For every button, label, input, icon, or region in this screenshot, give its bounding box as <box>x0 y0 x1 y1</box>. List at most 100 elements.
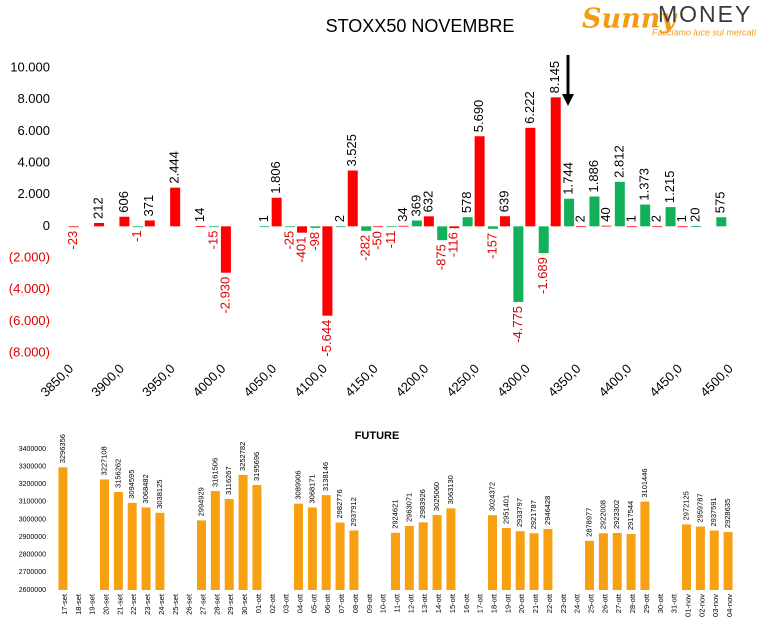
bar <box>652 226 663 228</box>
y-tick-label: 2.000 <box>17 186 50 201</box>
bar <box>437 226 448 241</box>
x-tick-label: 13-ott <box>420 593 429 613</box>
bar <box>373 226 384 228</box>
value-label: 575 <box>713 192 728 214</box>
bar <box>141 507 151 590</box>
bar <box>208 226 219 228</box>
bar <box>132 226 143 228</box>
bar <box>259 226 270 228</box>
x-tick-label: 26-ott <box>600 593 609 613</box>
value-label: 3068482 <box>141 474 150 503</box>
x-tick-label: 11-ott <box>392 593 401 613</box>
x-tick-label: 4450,0 <box>646 361 685 400</box>
bar <box>411 220 422 227</box>
bar <box>297 226 308 233</box>
bar <box>335 522 345 590</box>
x-tick-label: 06-ott <box>323 593 332 613</box>
value-label: 371 <box>141 195 156 217</box>
bar <box>487 226 498 229</box>
bar <box>398 225 409 227</box>
x-tick-label: 17-set <box>60 593 69 615</box>
bar <box>361 226 372 231</box>
x-tick-label: 4500,0 <box>697 361 736 400</box>
bar <box>626 226 637 228</box>
value-label: 1.886 <box>586 160 601 193</box>
bar <box>690 226 701 227</box>
x-tick-label: 22-set <box>129 593 138 615</box>
bar <box>564 198 575 227</box>
value-label: 3161506 <box>210 458 219 487</box>
bar <box>271 197 282 227</box>
x-tick-label: 3850,0 <box>38 361 77 400</box>
value-label: -23 <box>65 231 80 250</box>
y-tick-label: 3400000 <box>19 446 46 453</box>
y-tick-label: 3300000 <box>19 463 46 470</box>
value-label: 2878977 <box>584 508 593 537</box>
x-tick-label: 4350,0 <box>545 361 584 400</box>
x-tick-label: 29-set <box>226 593 235 615</box>
y-tick-label: 3200000 <box>19 481 46 488</box>
x-tick-label: 01-ott <box>254 593 263 613</box>
x-tick-label: 31-ott <box>670 593 679 613</box>
x-tick-label: 01-nov <box>683 594 692 617</box>
x-tick-label: 22-ott <box>545 593 554 613</box>
bar <box>58 467 68 590</box>
bar <box>170 187 181 227</box>
value-label: -282 <box>358 235 373 261</box>
value-label: 2937591 <box>709 497 718 526</box>
value-label: 1 <box>256 215 271 222</box>
logo: Sunny MONEY Facciamo luce sui mercati <box>582 1 757 37</box>
bar <box>386 226 397 228</box>
value-label: 2 <box>573 215 588 222</box>
bar <box>68 226 79 228</box>
value-label: 3156262 <box>113 459 122 488</box>
bar <box>335 226 346 228</box>
x-tick-label: 4300,0 <box>494 361 533 400</box>
value-label: -116 <box>446 232 461 257</box>
value-label: 3063130 <box>446 475 455 504</box>
bar <box>499 216 510 227</box>
bar <box>525 127 536 227</box>
value-label: 3116267 <box>224 466 233 495</box>
value-label: -2.930 <box>217 277 232 314</box>
bar <box>640 204 651 227</box>
y-tick-label: (4.000) <box>9 281 50 296</box>
y-tick-label: 3100000 <box>19 499 46 506</box>
x-tick-label: 4000,0 <box>190 361 229 400</box>
value-label: 2946428 <box>543 496 552 525</box>
x-tick-label: 18-ott <box>489 593 498 613</box>
y-tick-label: 2800000 <box>19 552 46 559</box>
bar <box>501 528 511 590</box>
bar <box>349 530 359 590</box>
value-label: 2921787 <box>529 500 538 529</box>
value-label: 632 <box>420 191 435 213</box>
value-label: -157 <box>484 233 499 259</box>
x-tick-label: 25-set <box>171 593 180 615</box>
y-tick-label: 2900000 <box>19 534 46 541</box>
bar <box>598 533 608 590</box>
value-label: 2928635 <box>723 499 732 528</box>
value-label: 3227108 <box>99 446 108 475</box>
x-tick-label: 29-ott <box>642 593 651 613</box>
bar <box>589 196 600 227</box>
value-label: 1.373 <box>637 168 652 201</box>
bar <box>432 515 442 590</box>
value-label: 606 <box>116 191 131 213</box>
bar <box>307 507 317 590</box>
bar <box>321 495 331 590</box>
value-label: -50 <box>370 231 385 250</box>
bar <box>195 226 206 227</box>
value-label: 3025060 <box>432 482 441 511</box>
x-tick-label: 15-ott <box>448 593 457 613</box>
bar <box>576 226 587 228</box>
value-label: -11 <box>383 231 398 249</box>
value-label: 1 <box>674 215 689 222</box>
x-tick-label: 09-ott <box>365 593 374 613</box>
arrow <box>562 55 574 106</box>
value-label: 2951401 <box>501 495 510 524</box>
x-tick-label: 26-set <box>185 593 194 615</box>
value-label: 3195696 <box>252 452 261 481</box>
x-tick-label: 04-nov <box>725 594 734 617</box>
x-tick-label: 24-set <box>157 593 166 615</box>
y-tick-label: 2600000 <box>19 587 46 594</box>
